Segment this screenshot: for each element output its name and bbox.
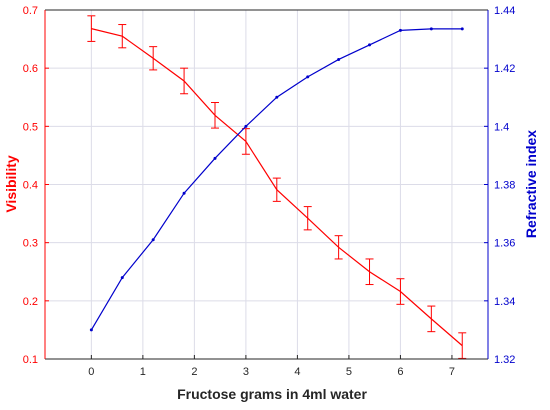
right-y-tick-label: 1.38 (494, 180, 515, 192)
refractive-index-point (213, 156, 217, 160)
left-y-tick-label: 0.1 (23, 354, 38, 366)
axis-layer: 0 1 2 3 4 5 6 7 0.1 0.2 0.3 0.4 0.5 0.6 0.7 1.32 1.34 1.3… (23, 5, 516, 378)
refractive-index-point (460, 27, 464, 31)
right-y-axis-title: Refractive index (523, 130, 539, 238)
visibility-error-bar (334, 235, 343, 260)
left-y-tick-label: 0.3 (23, 238, 38, 250)
left-y-tick-label: 0.7 (23, 5, 38, 17)
refractive-index-point (398, 28, 402, 32)
refractive-index-point (368, 43, 372, 47)
visibility-error-bar (180, 67, 189, 95)
x-tick-label: 3 (243, 366, 249, 378)
right-y-tick-label: 1.34 (494, 296, 515, 308)
left-y-tick-label: 0.4 (23, 180, 38, 192)
x-axis-title: Fructose grams in 4ml water (177, 386, 367, 402)
x-tick-label: 6 (397, 366, 403, 378)
x-tick-label: 1 (140, 366, 146, 378)
refractive-index-point (120, 276, 124, 280)
x-tick-label: 5 (346, 366, 352, 378)
visibility-error-bar (210, 101, 219, 129)
data-layer (87, 15, 467, 359)
refractive-index-point (89, 328, 93, 332)
left-y-tick-label: 0.6 (23, 63, 38, 75)
right-y-tick-label: 1.32 (494, 354, 515, 366)
visibility-error-bar (118, 24, 127, 49)
refractive-index-point (151, 238, 155, 242)
visibility-error-bar (149, 46, 158, 71)
right-y-tick-label: 1.4 (494, 121, 509, 133)
x-tick-label: 0 (88, 366, 94, 378)
right-y-tick-label: 1.42 (494, 63, 515, 75)
refractive-index-point (429, 27, 433, 31)
refractive-index-point (275, 95, 279, 99)
right-y-tick-label: 1.44 (494, 5, 515, 17)
refractive-index-point (337, 57, 341, 61)
refractive-index-point (306, 75, 310, 79)
x-tick-label: 7 (449, 366, 455, 378)
visibility-error-bar (427, 305, 436, 333)
visibility-error-bar (87, 15, 96, 42)
x-tick-label: 2 (191, 366, 197, 378)
right-y-tick-label: 1.36 (494, 238, 515, 250)
left-y-axis-title: Visibility (3, 155, 19, 213)
left-y-tick-label: 0.2 (23, 296, 38, 308)
visibility-error-bar (365, 258, 374, 286)
visibility-error-bar (396, 278, 405, 305)
refractive-index-point (244, 124, 248, 128)
visibility-error-bar (303, 206, 312, 231)
grid-layer (45, 9, 488, 360)
x-tick-label: 4 (294, 366, 300, 378)
left-y-tick-label: 0.5 (23, 121, 38, 133)
refractive-index-point (182, 191, 186, 195)
visibility-error-bar (272, 177, 281, 202)
visibility-error-bar (458, 332, 467, 359)
